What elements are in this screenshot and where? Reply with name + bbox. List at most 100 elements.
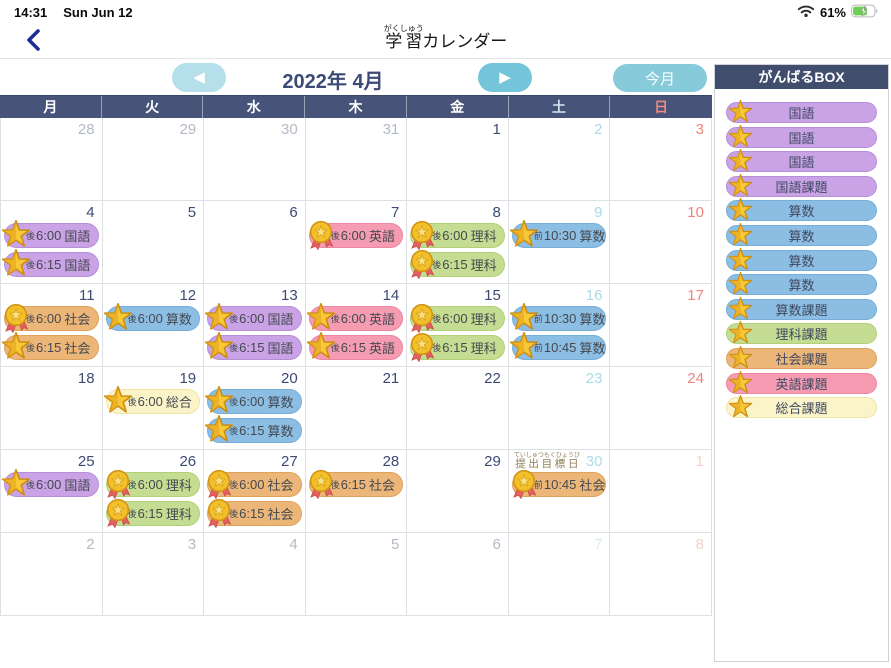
ganbaru-item[interactable]: 理科課題 bbox=[726, 321, 877, 345]
day-cell[interactable]: 20 後 6:00 算数後 6:15 算数 bbox=[204, 367, 306, 450]
event-pill[interactable]: 前 10:30 算数 bbox=[509, 220, 607, 248]
ganbaru-item[interactable]: 国語課題 bbox=[726, 173, 877, 197]
day-cell[interactable]: 12 後 6:00 算数 bbox=[102, 284, 205, 367]
day-cell[interactable]: 10 bbox=[610, 201, 712, 284]
event-pill[interactable]: 前 10:30 算数 bbox=[509, 303, 607, 333]
day-cell[interactable]: 1 bbox=[610, 450, 712, 533]
event-pill[interactable]: 後 6:00 英語 bbox=[308, 220, 404, 250]
day-cell[interactable]: 16 前 10:30 算数前 10:45 算数 bbox=[508, 284, 611, 367]
day-cell[interactable]: 9 前 10:30 算数 bbox=[508, 201, 611, 284]
day-cell[interactable]: 3 bbox=[610, 118, 712, 201]
day-number: 22 bbox=[484, 370, 501, 387]
day-cell[interactable]: 22 bbox=[407, 367, 509, 450]
star-icon bbox=[509, 303, 539, 333]
day-cell[interactable]: 15 後 6:00 理科後 6:15 理科 bbox=[407, 284, 509, 367]
event-pill[interactable]: 後 6:15 算数 bbox=[205, 415, 302, 443]
calendar-grid: 28 29 30 31 1 2 3 4 後 6:00 国語後 6:15 国語 5 6 7 後 6:00 英語 8 後 6:… bbox=[0, 118, 712, 616]
day-cell[interactable]: 24 bbox=[610, 367, 712, 450]
day-cell[interactable]: 5 bbox=[305, 533, 408, 616]
event-pill[interactable]: 後 6:00 理科 bbox=[410, 220, 505, 250]
day-cell[interactable]: 28 後 6:15 社会 bbox=[305, 450, 408, 533]
day-cell[interactable]: 26 後 6:00 理科後 6:15 理科 bbox=[102, 450, 205, 533]
event-pill[interactable]: 後 6:15 国語 bbox=[1, 249, 99, 277]
day-cell[interactable]: 27 後 6:00 社会後 6:15 社会 bbox=[204, 450, 306, 533]
event-pill[interactable]: 後 6:15 社会 bbox=[207, 498, 302, 528]
event-pill[interactable]: 後 6:15 理科 bbox=[105, 498, 201, 528]
day-cell[interactable]: 23 bbox=[508, 367, 611, 450]
event-pill[interactable]: 後 6:15 英語 bbox=[306, 332, 404, 360]
day-cell[interactable]: 13 後 6:00 国語後 6:15 国語 bbox=[204, 284, 306, 367]
event-time: 6:00 bbox=[36, 477, 62, 492]
day-cell[interactable]: 29 bbox=[407, 450, 509, 533]
ganbaru-item[interactable]: 国語 bbox=[726, 124, 877, 148]
ganbaru-item[interactable]: 国語 bbox=[726, 100, 877, 123]
event-pill[interactable]: 前 10:45 社会 bbox=[511, 469, 607, 499]
event-time: 6:00 bbox=[340, 228, 367, 243]
event-pill[interactable]: 後 6:00 国語 bbox=[1, 220, 99, 248]
day-cell[interactable]: 25 後 6:00 国語 bbox=[1, 450, 103, 533]
ganbaru-item[interactable]: 算数 bbox=[726, 198, 877, 222]
day-cell[interactable]: 19 後 6:00 総合 bbox=[102, 367, 205, 450]
event-pill[interactable]: 前 10:45 算数 bbox=[509, 332, 607, 360]
day-cell[interactable]: 8 後 6:00 理科後 6:15 理科 bbox=[407, 201, 509, 284]
event-pill[interactable]: 後 6:00 総合 bbox=[103, 386, 201, 414]
ganbaru-item[interactable]: 算数 bbox=[726, 272, 877, 296]
next-month-button[interactable]: ▶ bbox=[478, 63, 532, 92]
ganbaru-item[interactable]: 国語 bbox=[726, 149, 877, 173]
event-pill[interactable]: 後 6:00 理科 bbox=[103, 469, 201, 499]
ganbaru-item[interactable]: 算数課題 bbox=[726, 296, 877, 320]
event-pill[interactable]: 後 6:15 理科 bbox=[410, 332, 505, 362]
ganbaru-item-label: 国語 bbox=[788, 130, 815, 146]
day-cell[interactable]: 7 bbox=[508, 533, 611, 616]
day-cell[interactable]: 1 bbox=[407, 118, 509, 201]
day-cell[interactable]: 3 bbox=[102, 533, 205, 616]
day-cell[interactable]: 21 bbox=[305, 367, 408, 450]
event-subject: 理科 bbox=[165, 478, 192, 493]
day-number: 2 bbox=[86, 536, 95, 553]
event-pill[interactable]: 後 6:00 国語 bbox=[205, 303, 302, 331]
weekday-header-木: 木 bbox=[305, 96, 407, 118]
event-pill[interactable]: 後 6:00 理科 bbox=[410, 303, 505, 333]
today-button[interactable]: 今月 bbox=[613, 64, 707, 92]
day-cell[interactable]: 6 bbox=[407, 533, 509, 616]
event-pill[interactable]: 後 6:00 国語 bbox=[1, 469, 99, 497]
day-cell[interactable]: 2 bbox=[1, 533, 103, 616]
day-cell[interactable]: 29 bbox=[102, 118, 205, 201]
day-cell[interactable]: 17 bbox=[610, 284, 712, 367]
day-cell[interactable]: 31 bbox=[305, 118, 408, 201]
back-button[interactable] bbox=[22, 29, 44, 53]
day-number: 30 bbox=[585, 453, 603, 470]
event-pill[interactable]: 後 6:00 社会 bbox=[207, 469, 302, 499]
event-subject: 理科 bbox=[470, 229, 497, 244]
event-pill[interactable]: 後 6:00 英語 bbox=[306, 303, 404, 331]
event-pill[interactable]: 後 6:00 算数 bbox=[205, 386, 302, 414]
day-cell[interactable]: 14 後 6:00 英語後 6:15 英語 bbox=[305, 284, 408, 367]
previous-month-button[interactable]: ◀ bbox=[172, 63, 226, 92]
event-pill[interactable]: 後 6:15 国語 bbox=[205, 332, 302, 360]
day-cell[interactable]: 18 bbox=[1, 367, 103, 450]
ganbaru-item[interactable]: 総合課題 bbox=[726, 395, 877, 420]
medal-icon bbox=[103, 469, 133, 499]
star-icon bbox=[728, 395, 753, 420]
ganbaru-item[interactable]: 社会課題 bbox=[726, 345, 877, 369]
day-cell[interactable]: 11 後 6:00 社会後 6:15 社会 bbox=[1, 284, 103, 367]
day-cell[interactable]: 5 bbox=[102, 201, 205, 284]
ganbaru-item-label: 算数 bbox=[788, 278, 815, 294]
day-cell[interactable]: 提出目標日ていしゅつもくひょうび 30 前 10:45 社会 bbox=[508, 450, 611, 533]
day-cell[interactable]: 8 bbox=[610, 533, 712, 616]
day-cell[interactable]: 4 bbox=[204, 533, 306, 616]
day-cell[interactable]: 4 後 6:00 国語後 6:15 国語 bbox=[1, 201, 103, 284]
event-pill[interactable]: 後 6:15 理科 bbox=[410, 249, 505, 279]
day-cell[interactable]: 2 bbox=[508, 118, 611, 201]
day-cell[interactable]: 30 bbox=[204, 118, 306, 201]
event-pill[interactable]: 後 6:15 社会 bbox=[1, 332, 99, 360]
day-cell[interactable]: 28 bbox=[1, 118, 103, 201]
event-pill[interactable]: 後 6:00 算数 bbox=[103, 303, 201, 331]
event-pill[interactable]: 後 6:15 社会 bbox=[308, 469, 404, 499]
day-cell[interactable]: 7 後 6:00 英語 bbox=[305, 201, 408, 284]
ganbaru-item[interactable]: 算数 bbox=[726, 222, 877, 246]
day-cell[interactable]: 6 bbox=[204, 201, 306, 284]
event-pill[interactable]: 後 6:00 社会 bbox=[4, 303, 99, 333]
ganbaru-item[interactable]: 英語課題 bbox=[726, 370, 877, 394]
ganbaru-item[interactable]: 算数 bbox=[726, 247, 877, 271]
